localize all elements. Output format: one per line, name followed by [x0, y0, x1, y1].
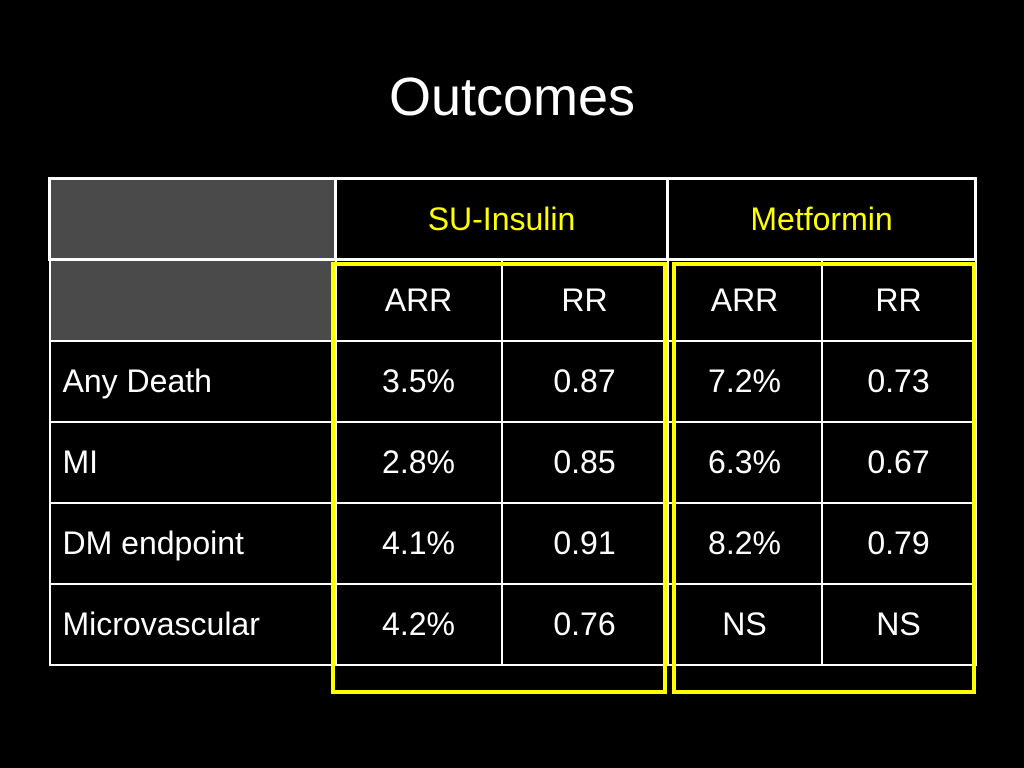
table-cell: 0.73 — [820, 339, 977, 423]
table-cell: 0.91 — [500, 501, 669, 585]
table-cell: 0.67 — [820, 420, 977, 504]
subheader-metformin-rr: RR — [820, 258, 977, 342]
table-cell: 0.87 — [500, 339, 669, 423]
table-row: Microvascular 4.2% 0.76 NS NS — [48, 582, 977, 666]
table-cell: NS — [820, 582, 977, 666]
subheader-row: ARR RR ARR RR — [48, 258, 977, 342]
table-cell: NS — [666, 582, 823, 666]
table-cell: 6.3% — [666, 420, 823, 504]
empty-subheader-cell — [48, 258, 337, 342]
table-cell: 4.2% — [334, 582, 503, 666]
empty-header-cell — [48, 177, 337, 261]
table-cell: 4.1% — [334, 501, 503, 585]
table-cell: 0.76 — [500, 582, 669, 666]
table-cell: 0.79 — [820, 501, 977, 585]
subheader-su-insulin-rr: RR — [500, 258, 669, 342]
slide-title: Outcomes — [388, 67, 636, 127]
row-label: Microvascular — [48, 582, 337, 666]
subheader-metformin-arr: ARR — [666, 258, 823, 342]
table-row: Any Death 3.5% 0.87 7.2% 0.73 — [48, 339, 977, 423]
table-row: DM endpoint 4.1% 0.91 8.2% 0.79 — [48, 501, 977, 585]
row-label: MI — [48, 420, 337, 504]
group-header-row: SU-Insulin Metformin — [48, 177, 977, 261]
row-label: Any Death — [48, 339, 337, 423]
subheader-su-insulin-arr: ARR — [334, 258, 503, 342]
table-row: MI 2.8% 0.85 6.3% 0.67 — [48, 420, 977, 504]
table-cell: 2.8% — [334, 420, 503, 504]
row-label: DM endpoint — [48, 501, 337, 585]
group-header-su-insulin: SU-Insulin — [334, 177, 669, 261]
outcomes-table: SU-Insulin Metformin ARR RR ARR RR Any D… — [48, 177, 977, 666]
table-cell: 3.5% — [334, 339, 503, 423]
group-header-metformin: Metformin — [666, 177, 977, 261]
table-cell: 8.2% — [666, 501, 823, 585]
table-cell: 7.2% — [666, 339, 823, 423]
table-cell: 0.85 — [500, 420, 669, 504]
